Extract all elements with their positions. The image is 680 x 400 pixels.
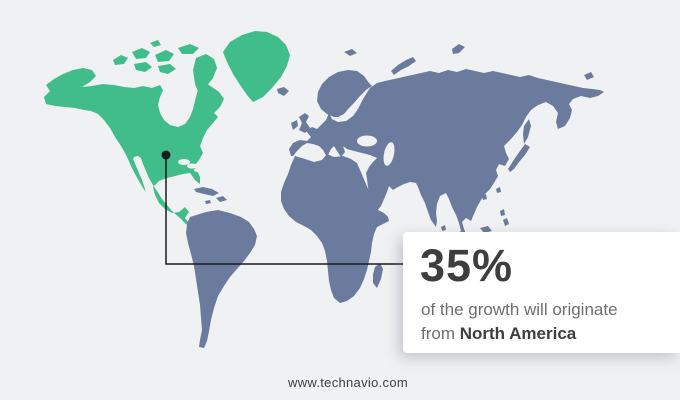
island-taiwan — [496, 187, 501, 193]
island-sakhalin — [523, 119, 531, 144]
island-iceland — [277, 87, 289, 96]
callout-line2-prefix: from — [421, 324, 460, 344]
island-jamaica — [205, 200, 211, 204]
black-sea — [357, 135, 377, 147]
island-hainan — [482, 194, 487, 200]
island-severnaya-zemlya — [452, 44, 465, 54]
callout-text: of the growth will originate from North … — [421, 298, 670, 346]
great-lake-center — [187, 163, 197, 169]
region-north-america — [44, 31, 290, 237]
island-borneo — [480, 226, 492, 233]
region-africa — [281, 154, 389, 303]
island-philippines — [500, 209, 505, 216]
island-japan — [508, 144, 530, 172]
island-svalbard — [344, 49, 357, 56]
region-eurasia — [289, 69, 604, 241]
island-cuba — [194, 187, 219, 196]
water-bodies — [178, 159, 202, 173]
stat-value: 35% — [420, 240, 514, 291]
island-wrangel — [584, 72, 594, 80]
island-ireland — [291, 120, 298, 130]
map-marker-dot — [161, 150, 171, 160]
island-madagascar — [373, 263, 383, 288]
connector-line — [165, 158, 404, 265]
island-hispaniola — [216, 196, 227, 202]
island-novaya-zemlya — [391, 57, 416, 75]
island-philippines-south — [503, 218, 509, 226]
callout-card: 35% of the growth will originate from No… — [403, 232, 680, 353]
map-connector — [161, 150, 404, 265]
great-lake-east — [194, 167, 202, 173]
footer-url: www.technavio.com — [288, 375, 408, 390]
island-great-britain — [299, 113, 310, 133]
great-lake-west — [178, 159, 190, 165]
caspian-sea — [383, 142, 395, 166]
callout-region-bold: North America — [459, 324, 577, 344]
region-south-america — [186, 210, 257, 348]
callout-line1: of the growth will originate — [421, 300, 618, 320]
island-sri-lanka — [441, 225, 446, 231]
